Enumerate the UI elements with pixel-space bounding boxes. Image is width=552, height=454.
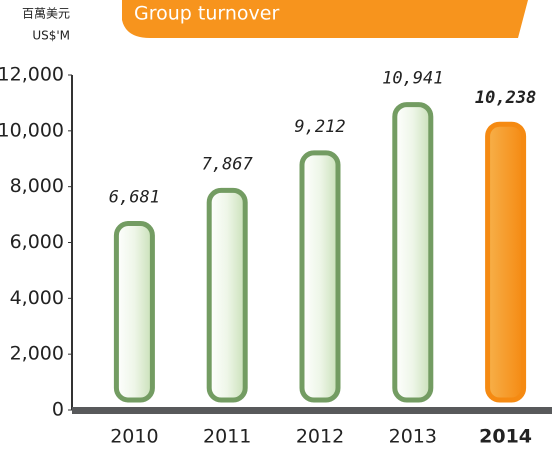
value-label: 10,941 [382, 69, 443, 89]
value-label: 7,867 [202, 154, 254, 174]
x-tick-label: 2011 [203, 426, 251, 448]
value-label: 9,212 [294, 117, 345, 137]
bar [206, 187, 248, 403]
value-label: 10,238 [475, 88, 536, 108]
baseline [72, 407, 552, 414]
bar [392, 102, 434, 403]
x-tick-label: 2013 [389, 426, 437, 448]
x-tick-label: 2010 [110, 426, 158, 448]
y-tick-label: 10,000 [0, 119, 64, 141]
bar [113, 220, 155, 403]
y-tick-label: 8,000 [10, 175, 64, 197]
unit-label: US$'M [32, 29, 70, 43]
chart-title: Group turnover [134, 3, 279, 25]
bar [299, 150, 341, 403]
y-tick-label: 6,000 [10, 231, 64, 253]
y-tick-label: 2,000 [10, 343, 64, 365]
y-tick-label: 4,000 [10, 287, 64, 309]
y-tick-label: 0 [52, 399, 64, 421]
title-banner [122, 0, 528, 38]
bar [485, 121, 527, 403]
value-label: 6,681 [109, 187, 160, 207]
y-tick-label: 12,000 [0, 64, 64, 86]
unit-label: 百萬美元 [22, 7, 70, 21]
x-tick-label: 2014 [479, 426, 532, 448]
x-tick-label: 2012 [296, 426, 344, 448]
